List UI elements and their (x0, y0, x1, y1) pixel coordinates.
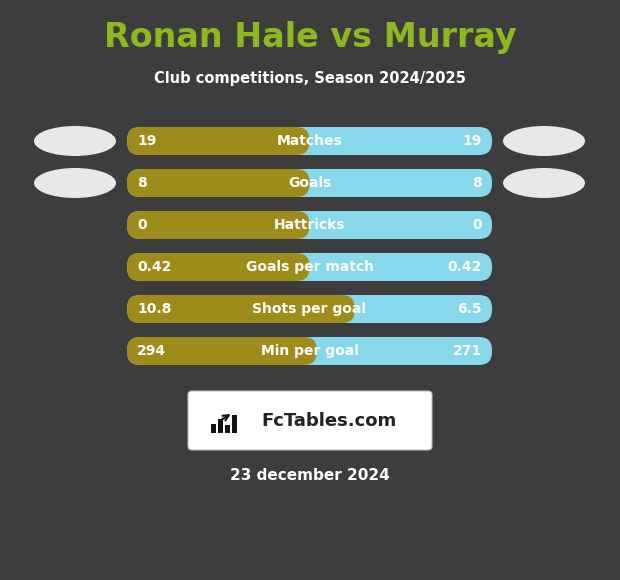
Text: 294: 294 (137, 344, 166, 358)
FancyBboxPatch shape (188, 391, 432, 450)
FancyBboxPatch shape (127, 169, 492, 197)
FancyBboxPatch shape (127, 127, 309, 155)
Text: 19: 19 (463, 134, 482, 148)
Ellipse shape (503, 126, 585, 156)
Text: Shots per goal: Shots per goal (252, 302, 366, 316)
Text: 0.42: 0.42 (137, 260, 171, 274)
FancyBboxPatch shape (127, 211, 309, 239)
FancyBboxPatch shape (127, 169, 309, 197)
Bar (232, 415, 237, 433)
Text: 271: 271 (453, 344, 482, 358)
FancyBboxPatch shape (127, 337, 492, 365)
FancyBboxPatch shape (127, 295, 492, 323)
Text: Matches: Matches (277, 134, 342, 148)
Text: 0.42: 0.42 (448, 260, 482, 274)
Bar (211, 423, 216, 433)
Ellipse shape (34, 126, 116, 156)
FancyBboxPatch shape (127, 295, 355, 323)
Text: 10.8: 10.8 (137, 302, 171, 316)
Text: 0: 0 (472, 218, 482, 232)
Text: Hattricks: Hattricks (274, 218, 345, 232)
Text: Club competitions, Season 2024/2025: Club competitions, Season 2024/2025 (154, 71, 466, 85)
Ellipse shape (503, 168, 585, 198)
FancyBboxPatch shape (127, 127, 492, 155)
Text: 6.5: 6.5 (458, 302, 482, 316)
Ellipse shape (34, 168, 116, 198)
Text: 0: 0 (137, 218, 146, 232)
Text: 19: 19 (137, 134, 156, 148)
Text: 23 december 2024: 23 december 2024 (230, 467, 390, 483)
Text: Goals per match: Goals per match (246, 260, 373, 274)
FancyBboxPatch shape (127, 253, 492, 281)
Text: FcTables.com: FcTables.com (262, 411, 397, 430)
Text: Min per goal: Min per goal (260, 344, 358, 358)
Text: 8: 8 (137, 176, 147, 190)
FancyBboxPatch shape (127, 337, 317, 365)
Bar (218, 419, 223, 433)
FancyBboxPatch shape (127, 253, 309, 281)
Text: 8: 8 (472, 176, 482, 190)
Text: Ronan Hale vs Murray: Ronan Hale vs Murray (104, 21, 516, 55)
Bar (225, 425, 230, 433)
Text: Goals: Goals (288, 176, 331, 190)
FancyBboxPatch shape (127, 211, 492, 239)
